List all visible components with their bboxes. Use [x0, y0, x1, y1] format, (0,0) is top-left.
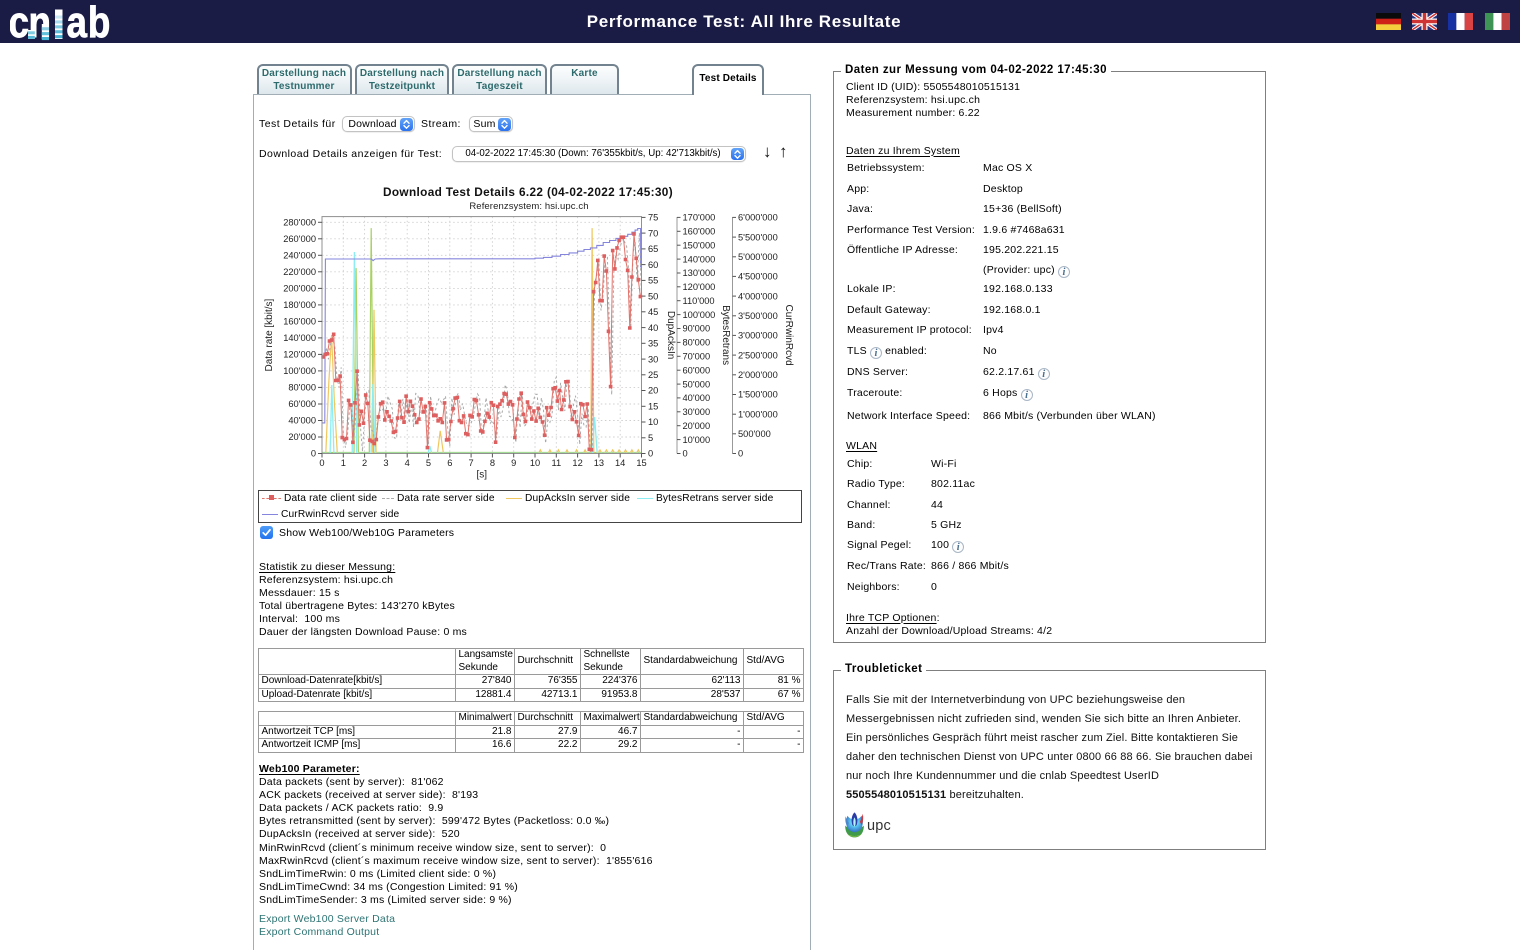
- svg-text:0: 0: [311, 449, 316, 459]
- svg-text:DupAcksIn: DupAcksIn: [665, 311, 676, 359]
- svg-text:2'500'000: 2'500'000: [738, 350, 778, 360]
- svg-text:90'000: 90'000: [683, 324, 711, 334]
- svg-text:40'000: 40'000: [683, 393, 711, 403]
- svg-text:140'000: 140'000: [283, 333, 316, 343]
- svg-text:20: 20: [648, 386, 658, 396]
- svg-text:150'000: 150'000: [683, 240, 716, 250]
- svg-text:3'000'000: 3'000'000: [738, 331, 778, 341]
- svg-text:10'000: 10'000: [683, 435, 711, 445]
- svg-text:40'000: 40'000: [288, 416, 316, 426]
- svg-text:10: 10: [530, 458, 540, 468]
- svg-text:Referenzsystem: hsi.upc.ch: Referenzsystem: hsi.upc.ch: [469, 201, 588, 212]
- svg-text:160'000: 160'000: [683, 227, 716, 237]
- svg-text:50'000: 50'000: [683, 379, 711, 389]
- svg-text:14: 14: [615, 458, 625, 468]
- svg-text:45: 45: [648, 307, 658, 317]
- svg-text:220'000: 220'000: [283, 267, 316, 277]
- svg-text:1: 1: [341, 458, 346, 468]
- svg-text:110'000: 110'000: [683, 296, 715, 306]
- svg-text:30'000: 30'000: [683, 407, 711, 417]
- svg-text:12: 12: [572, 458, 582, 468]
- svg-text:2: 2: [362, 458, 367, 468]
- svg-text:180'000: 180'000: [283, 300, 316, 310]
- svg-text:120'000: 120'000: [283, 350, 316, 360]
- svg-text:ab: ab: [67, 2, 112, 42]
- svg-text:6'000'000: 6'000'000: [738, 213, 778, 223]
- svg-text:0: 0: [683, 449, 688, 459]
- svg-text:8: 8: [490, 458, 495, 468]
- svg-text:5'000'000: 5'000'000: [738, 252, 778, 262]
- svg-text:25: 25: [648, 370, 658, 380]
- svg-text:15: 15: [648, 402, 658, 412]
- svg-text:5: 5: [648, 433, 653, 443]
- svg-text:15: 15: [636, 458, 646, 468]
- svg-text:7: 7: [469, 458, 474, 468]
- svg-text:65: 65: [648, 244, 658, 254]
- svg-text:cn: cn: [10, 2, 51, 42]
- svg-text:55: 55: [648, 276, 658, 286]
- svg-text:3: 3: [383, 458, 388, 468]
- svg-text:6: 6: [447, 458, 452, 468]
- svg-text:30: 30: [648, 354, 658, 364]
- svg-text:10: 10: [648, 417, 658, 427]
- svg-text:280'000: 280'000: [283, 218, 316, 228]
- svg-text:4'500'000: 4'500'000: [738, 272, 778, 282]
- svg-text:60'000: 60'000: [288, 399, 316, 409]
- svg-text:260'000: 260'000: [283, 234, 316, 244]
- svg-text:Data rate [kbit/s]: Data rate [kbit/s]: [264, 298, 275, 371]
- svg-text:0: 0: [648, 449, 653, 459]
- svg-text:170'000: 170'000: [683, 213, 716, 223]
- svg-text:60: 60: [648, 260, 658, 270]
- svg-text:80'000: 80'000: [288, 383, 316, 393]
- svg-text:140'000: 140'000: [683, 254, 716, 264]
- svg-text:120'000: 120'000: [683, 282, 716, 292]
- svg-text:60'000: 60'000: [683, 365, 711, 375]
- svg-text:2'000'000: 2'000'000: [738, 370, 778, 380]
- svg-text:BytesRetrans: BytesRetrans: [720, 305, 731, 365]
- svg-text:240'000: 240'000: [283, 251, 316, 261]
- svg-text:50: 50: [648, 291, 658, 301]
- svg-text:13: 13: [594, 458, 604, 468]
- svg-text:5: 5: [426, 458, 431, 468]
- svg-text:100'000: 100'000: [283, 366, 316, 376]
- svg-text:40: 40: [648, 323, 658, 333]
- svg-text:130'000: 130'000: [683, 268, 716, 278]
- svg-text:11: 11: [551, 458, 561, 468]
- svg-text:500'000: 500'000: [738, 429, 771, 439]
- svg-text:1'500'000: 1'500'000: [738, 390, 778, 400]
- svg-text:70'000: 70'000: [683, 352, 711, 362]
- svg-text:3'500'000: 3'500'000: [738, 311, 778, 321]
- svg-text:9: 9: [511, 458, 516, 468]
- svg-text:CurRwinRcvd: CurRwinRcvd: [783, 305, 794, 366]
- svg-text:0: 0: [319, 458, 324, 468]
- svg-text:70: 70: [648, 228, 658, 238]
- svg-text:75: 75: [648, 213, 658, 223]
- svg-text:4'000'000: 4'000'000: [738, 291, 778, 301]
- svg-text:35: 35: [648, 339, 658, 349]
- svg-text:5'500'000: 5'500'000: [738, 232, 778, 242]
- svg-text:20'000: 20'000: [288, 432, 316, 442]
- svg-text:80'000: 80'000: [683, 338, 711, 348]
- svg-text:1'000'000: 1'000'000: [738, 409, 778, 419]
- svg-text:[s]: [s]: [477, 470, 488, 481]
- svg-text:100'000: 100'000: [683, 310, 716, 320]
- svg-text:200'000: 200'000: [283, 284, 316, 294]
- svg-text:0: 0: [738, 449, 743, 459]
- svg-text:Download Test Details 6.22 (04: Download Test Details 6.22 (04-02-2022 1…: [383, 185, 673, 199]
- svg-text:20'000: 20'000: [683, 421, 711, 431]
- svg-text:4: 4: [405, 458, 410, 468]
- svg-text:160'000: 160'000: [283, 317, 316, 327]
